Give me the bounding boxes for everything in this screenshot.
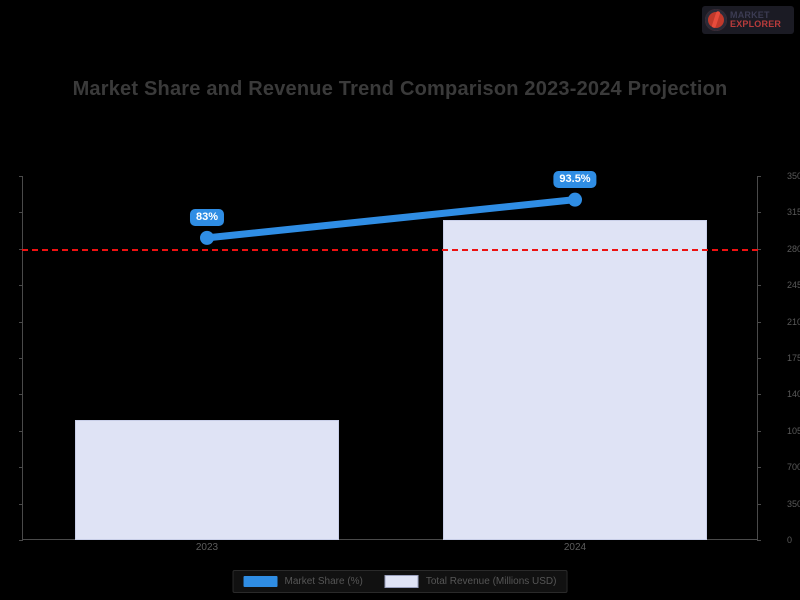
legend-label-market-share: Market Share (%): [284, 576, 363, 587]
legend-swatch-bar-icon: [384, 575, 419, 588]
left-y-tick-mark: [19, 358, 23, 359]
chart-title: Market Share and Revenue Trend Compariso…: [72, 78, 728, 100]
threshold-line: [22, 248, 758, 251]
line-series: [200, 192, 582, 245]
left-y-tick-mark: [19, 285, 23, 287]
right-y-tick-label: 1050: [787, 425, 800, 436]
left-y-tick-mark: [19, 503, 23, 505]
right-y-tick-mark: [757, 503, 761, 505]
legend-swatch-line-icon: [243, 576, 278, 587]
right-y-tick-mark: [757, 540, 761, 541]
right-y-tick-label: 2800: [787, 243, 800, 254]
circular-leaf-logo-icon: [705, 9, 727, 31]
legend-item-total-revenue[interactable]: Total Revenue (Millions USD): [384, 575, 557, 588]
x-tick-label: 2024: [563, 542, 587, 553]
brand-line-1: MARKET: [730, 9, 770, 20]
line-marker[interactable]: [200, 230, 214, 245]
left-y-tick-mark: [19, 176, 23, 177]
brand-line-2: EXPLORER: [730, 19, 782, 29]
brand-logo: MARKET EXPLORER: [702, 6, 794, 34]
left-y-tick-mark: [19, 467, 23, 469]
data-label: 93.5%: [553, 170, 597, 188]
right-y-tick-label: 2450: [787, 280, 800, 291]
left-y-tick-mark: [19, 430, 23, 432]
line-path: [203, 196, 579, 242]
x-tick-label: 2023: [195, 542, 219, 553]
plot-area: 100%90%80%70%60%50%40%30%20%10%0% 350031…: [19, 170, 800, 553]
left-y-tick-mark: [19, 321, 23, 323]
legend-label-total-revenue: Total Revenue (Millions USD): [425, 576, 557, 587]
left-y-tick-mark: [19, 248, 23, 250]
right-y-tick-mark: [757, 394, 761, 396]
data-label: 83%: [189, 208, 225, 226]
bar[interactable]: [74, 420, 340, 540]
right-y-tick-mark: [757, 285, 761, 287]
right-y-tick-label: 2100: [787, 316, 800, 327]
right-y-tick-mark: [757, 467, 761, 469]
right-y-tick-mark: [757, 430, 761, 432]
right-y-tick-label: 1400: [787, 389, 800, 400]
right-y-tick-label: 700: [787, 462, 800, 473]
right-y-tick-label: 350: [787, 498, 800, 509]
bar[interactable]: [442, 220, 708, 540]
right-y-tick-mark: [757, 212, 761, 214]
left-y-tick-mark: [19, 540, 23, 541]
legend-item-market-share[interactable]: Market Share (%): [243, 576, 363, 587]
right-y-tick-mark: [757, 321, 761, 323]
right-y-tick-mark: [757, 248, 761, 250]
right-y-tick-label: 0: [787, 535, 793, 545]
right-y-tick-label: 1750: [787, 353, 800, 363]
left-y-tick-mark: [19, 212, 23, 214]
right-y-tick-mark: [757, 358, 761, 359]
right-y-tick-mark: [757, 176, 761, 177]
line-marker[interactable]: [568, 192, 582, 207]
brand-wordmark: MARKET EXPLORER: [730, 9, 782, 29]
left-y-tick-mark: [19, 394, 23, 396]
chart-legend[interactable]: Market Share (%) Total Revenue (Millions…: [232, 570, 568, 593]
right-y-tick-label: 3150: [787, 207, 800, 218]
